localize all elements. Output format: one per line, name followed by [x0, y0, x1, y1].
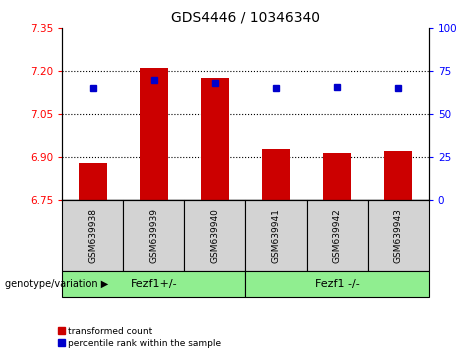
Title: GDS4446 / 10346340: GDS4446 / 10346340	[171, 10, 320, 24]
Text: Fezf1+/-: Fezf1+/-	[130, 279, 177, 289]
Bar	[307, 200, 367, 271]
Text: genotype/variation ▶: genotype/variation ▶	[5, 279, 108, 289]
Text: GSM639938: GSM639938	[88, 208, 97, 263]
Bar	[245, 200, 307, 271]
Text: GSM639941: GSM639941	[272, 208, 281, 263]
Bar	[62, 271, 245, 297]
Text: GSM639940: GSM639940	[210, 208, 219, 263]
Bar	[384, 152, 412, 200]
Text: GSM639943: GSM639943	[394, 208, 403, 263]
Bar	[79, 163, 106, 200]
Text: GSM639942: GSM639942	[332, 208, 342, 263]
Bar	[201, 78, 229, 200]
Bar	[184, 200, 245, 271]
Legend: transformed count, percentile rank within the sample: transformed count, percentile rank withi…	[58, 327, 221, 348]
Bar	[262, 148, 290, 200]
Text: GSM639939: GSM639939	[149, 208, 159, 263]
Bar	[323, 153, 351, 200]
Bar	[123, 200, 184, 271]
Text: Fezf1 -/-: Fezf1 -/-	[315, 279, 360, 289]
Bar	[140, 68, 168, 200]
Bar	[367, 200, 429, 271]
Bar	[62, 200, 123, 271]
Bar	[245, 271, 429, 297]
